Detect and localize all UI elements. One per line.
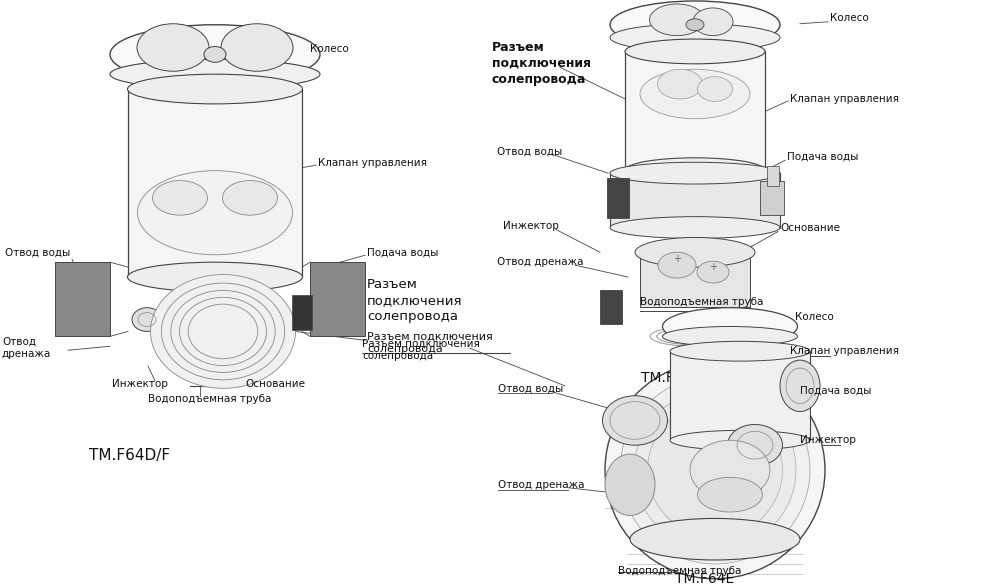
Text: Разъем подключения: Разъем подключения [362, 338, 480, 348]
Ellipse shape [663, 308, 797, 345]
Ellipse shape [698, 77, 732, 101]
Text: Отвод воды: Отвод воды [498, 384, 563, 394]
Bar [610, 173, 780, 227]
Ellipse shape [658, 253, 696, 278]
Ellipse shape [603, 396, 667, 445]
Ellipse shape [658, 69, 703, 99]
Ellipse shape [128, 262, 303, 292]
Ellipse shape [150, 275, 296, 389]
Text: Водоподъемная труба: Водоподъемная труба [618, 566, 741, 576]
Ellipse shape [648, 403, 782, 537]
Ellipse shape [605, 454, 655, 516]
Bar [767, 166, 779, 186]
Text: Отвод воды: Отвод воды [5, 247, 70, 257]
Text: Отвод: Отвод [2, 336, 36, 346]
Bar [625, 52, 765, 170]
Ellipse shape [620, 376, 810, 564]
Ellipse shape [697, 261, 729, 283]
Text: Инжектор: Инжектор [800, 435, 856, 445]
Text: Отвод дренажа: Отвод дренажа [497, 257, 584, 267]
Ellipse shape [605, 361, 825, 579]
Text: Подача воды: Подача воды [367, 247, 438, 257]
Ellipse shape [650, 4, 705, 36]
Text: Водоподъемная труба: Водоподъемная труба [640, 297, 764, 306]
Text: Основание: Основание [245, 379, 305, 389]
Ellipse shape [222, 180, 277, 215]
Text: подключения: подключения [367, 294, 462, 307]
Bar [670, 351, 810, 440]
Ellipse shape [137, 24, 209, 71]
Ellipse shape [634, 390, 796, 550]
Text: Основание: Основание [780, 223, 840, 233]
Ellipse shape [630, 519, 800, 560]
Text: +: + [709, 262, 717, 272]
Ellipse shape [152, 180, 207, 215]
Ellipse shape [138, 171, 293, 255]
Ellipse shape [640, 69, 750, 119]
Text: TM.F64D/F: TM.F64D/F [89, 448, 171, 462]
Text: Клапан управления: Клапан управления [790, 346, 899, 356]
Ellipse shape [670, 430, 810, 450]
Text: Инжектор: Инжектор [503, 220, 559, 230]
Text: Клапан управления: Клапан управления [318, 158, 427, 168]
Ellipse shape [610, 217, 780, 239]
Ellipse shape [690, 440, 770, 500]
Ellipse shape [670, 341, 810, 361]
Ellipse shape [686, 19, 704, 30]
Text: Инжектор: Инжектор [112, 379, 168, 389]
Text: Отвод воды: Отвод воды [497, 146, 562, 156]
Bar [310, 262, 365, 336]
Text: Колесо: Колесо [830, 13, 869, 23]
Text: TM.F64A\B\C: TM.F64A\B\C [641, 371, 729, 385]
Bar [640, 253, 750, 306]
Ellipse shape [610, 24, 780, 52]
Bar [292, 295, 312, 331]
Text: Колесо: Колесо [310, 45, 349, 54]
Text: подключения: подключения [492, 57, 591, 70]
Text: Разъем: Разъем [492, 41, 545, 54]
Ellipse shape [693, 8, 733, 36]
Ellipse shape [610, 1, 780, 49]
Text: солепровода: солепровода [492, 73, 587, 86]
Ellipse shape [625, 158, 765, 182]
Text: Разъем подключения: Разъем подключения [367, 332, 492, 342]
Ellipse shape [221, 24, 293, 71]
Text: солепровода: солепровода [367, 344, 442, 355]
Bar [607, 178, 629, 217]
Ellipse shape [635, 237, 755, 267]
Text: Клапан управления: Клапан управления [790, 94, 899, 104]
Text: Подача воды: Подача воды [800, 386, 871, 396]
Text: +: + [673, 254, 681, 264]
Ellipse shape [110, 59, 320, 89]
Text: Колесо: Колесо [795, 312, 834, 322]
Bar [55, 262, 110, 336]
Text: Отвод дренажа: Отвод дренажа [498, 480, 585, 490]
Ellipse shape [625, 39, 765, 64]
Bar [760, 181, 784, 214]
Ellipse shape [663, 326, 797, 346]
Text: TM.F64E: TM.F64E [675, 572, 734, 586]
Text: Водоподъемная труба: Водоподъемная труба [148, 394, 271, 404]
Ellipse shape [128, 74, 303, 104]
Text: Подача воды: Подача воды [787, 151, 858, 161]
Bar [128, 89, 302, 277]
Ellipse shape [132, 308, 162, 332]
Ellipse shape [727, 424, 782, 466]
Bar [600, 290, 622, 323]
Ellipse shape [110, 25, 320, 84]
Text: солепровода: солепровода [367, 310, 458, 323]
Text: дренажа: дренажа [2, 349, 51, 359]
Ellipse shape [610, 162, 780, 184]
Text: Разъем: Разъем [367, 278, 418, 291]
Ellipse shape [204, 46, 226, 62]
Text: солепровода: солепровода [362, 351, 434, 361]
Ellipse shape [698, 478, 763, 512]
Ellipse shape [780, 360, 820, 411]
